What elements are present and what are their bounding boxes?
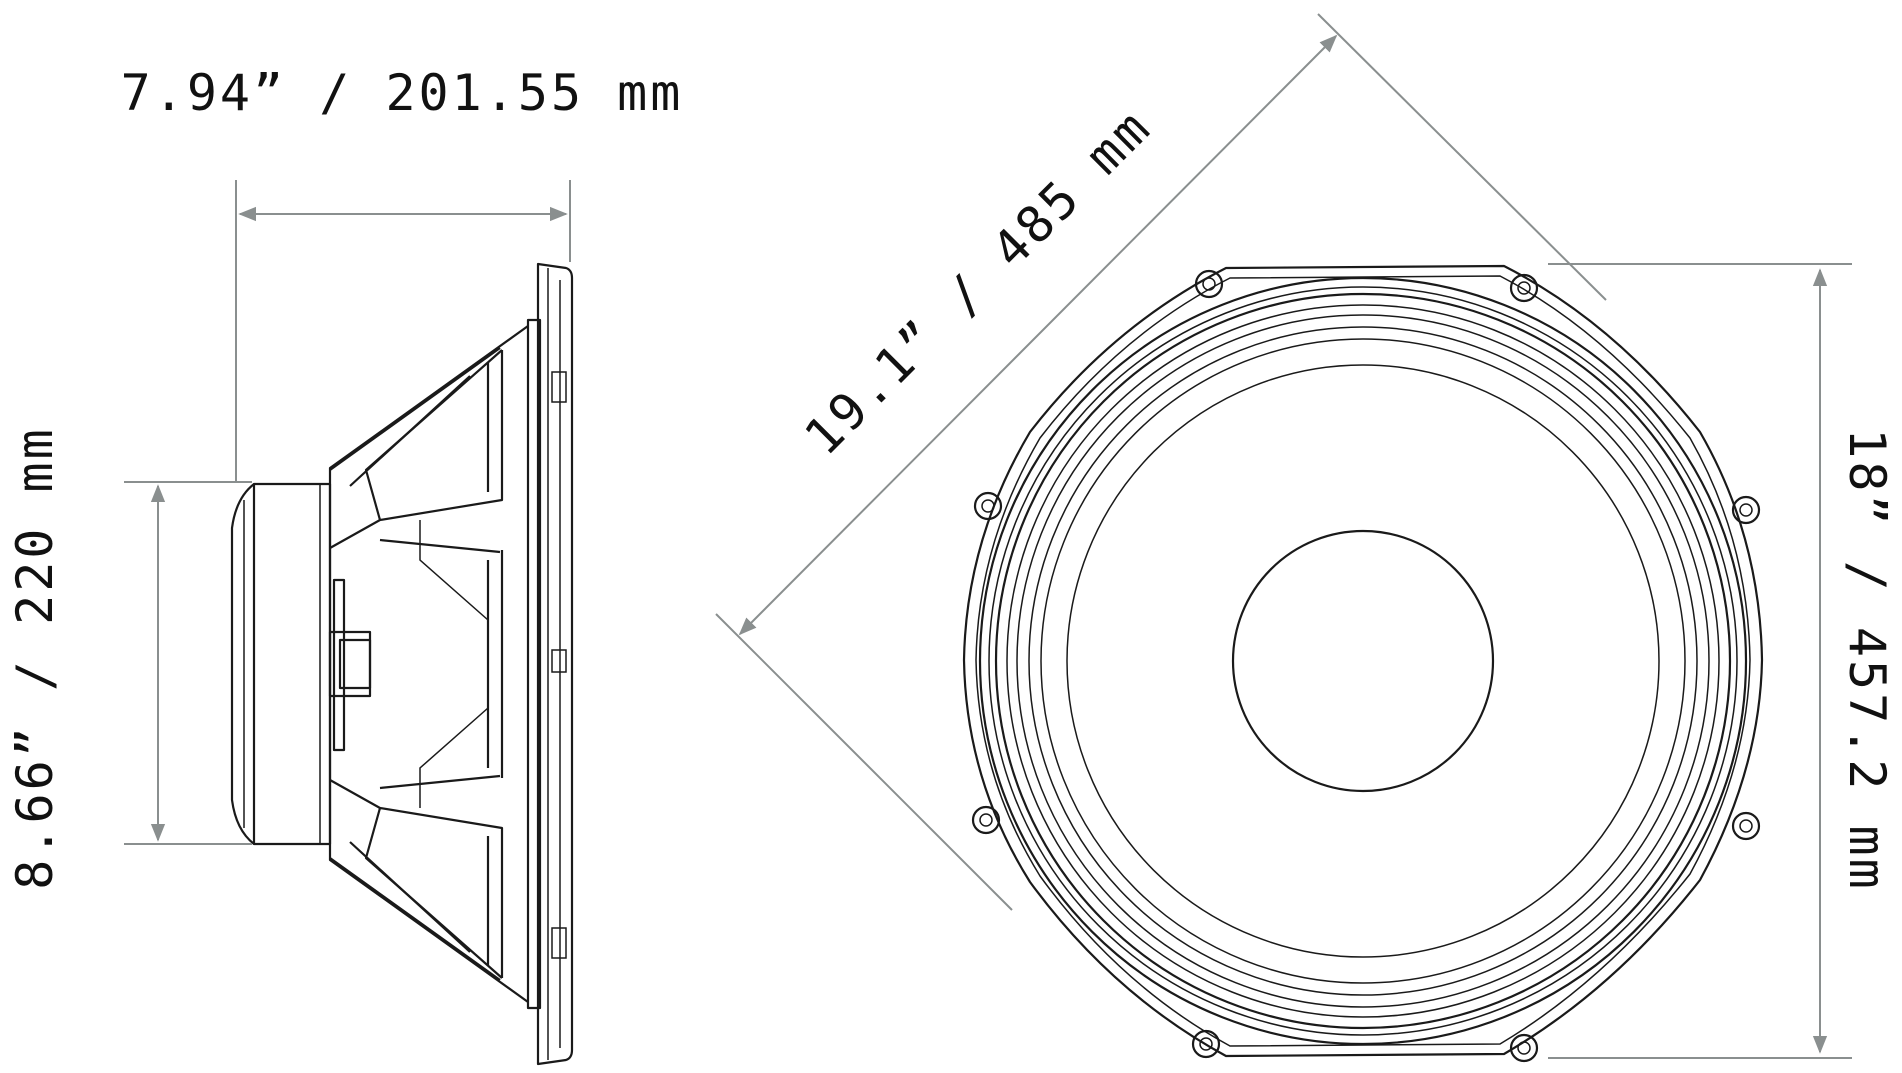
mount-hole-right-upper [1731,495,1761,525]
mount-hole-bottom-right [1509,1033,1539,1063]
magnet-height-label: 8.66” / 220 mm [6,426,64,889]
mount-hole-left-upper [973,491,1003,521]
frame-width-dimension: 18” / 457.2 mm [1548,263,1896,1059]
speaker-side-view [230,262,574,1066]
depth-dimension: 7.94” / 201.55 mm [121,64,684,482]
speaker-front-view [962,264,1764,1063]
mount-hole-top-right [1509,273,1539,303]
frame-width-label: 18” / 457.2 mm [1838,428,1896,891]
depth-label: 7.94” / 201.55 mm [121,64,684,122]
diagonal-arrow [738,34,1338,636]
mount-hole-left-lower [971,805,1001,835]
diagonal-extension-bottom [715,613,1013,911]
diagonal-extension-top [1317,13,1607,301]
diagonal-label: 19.1” / 485 mm [794,98,1163,467]
mount-hole-right-lower [1731,811,1761,841]
mount-hole-bottom-left [1191,1029,1221,1059]
magnet-height-dimension: 8.66” / 220 mm [6,426,252,890]
diagonal-dimension: 19.1” / 485 mm [715,13,1607,911]
